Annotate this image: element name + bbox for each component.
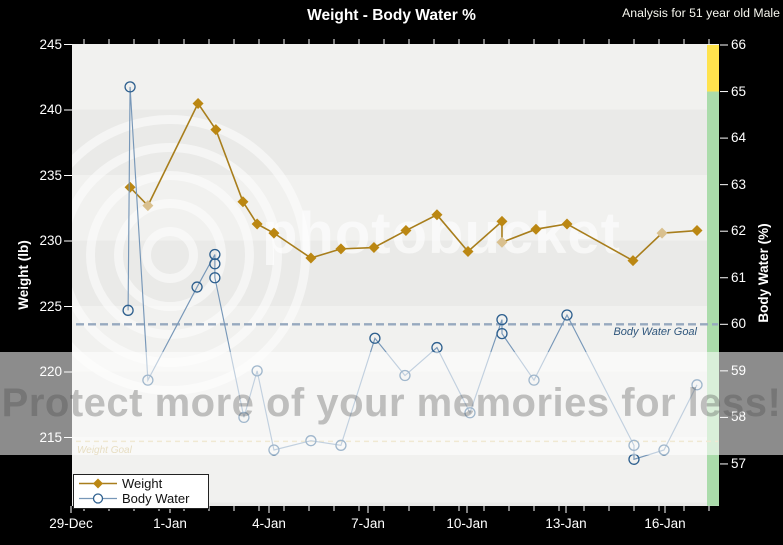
weight-data-point [656, 227, 668, 239]
right-axis-tick-label: 61 [731, 269, 747, 285]
x-axis-tick-label: 4-Jan [252, 516, 286, 531]
legend-weight-label: Weight [122, 475, 163, 491]
body-water-data-point [496, 313, 508, 326]
weight-data-point [400, 225, 412, 237]
weight-data-point [496, 215, 508, 227]
legend: Weight Body Water [73, 474, 209, 509]
weight-data-point [210, 124, 222, 136]
weight-data-point [530, 223, 542, 235]
x-axis-tick-label: 13-Jan [545, 516, 587, 531]
target-band-yellow_band [707, 45, 719, 92]
weight-series-marker-icon [79, 478, 117, 489]
page-title: Weight - Body Water % [307, 7, 476, 24]
x-axis-tick-label: 16-Jan [644, 516, 686, 531]
weight-data-point [268, 227, 280, 239]
watermark-banner-text: Protect more of your memories for less! [1, 381, 782, 425]
weight-data-point [561, 218, 573, 230]
weight-data-point [627, 255, 639, 267]
weight-data-point [237, 196, 249, 208]
body-water-data-point [209, 248, 221, 261]
right-axis-tick-label: 60 [731, 316, 747, 332]
weight-series-line [129, 101, 698, 262]
x-axis-tick-label: 7-Jan [351, 516, 385, 531]
weight-data-point [305, 252, 317, 264]
x-axis-tick-label: 29-Dec [49, 516, 93, 531]
left-axis-tick-label: 245 [39, 36, 62, 52]
body-water-data-point [209, 258, 221, 270]
weight-data-point [462, 245, 474, 257]
body-water-data-point [369, 332, 381, 344]
body-water-data-point [122, 304, 134, 316]
right-axis-tick-label: 66 [731, 37, 747, 52]
left-axis-tick-label: 240 [39, 102, 62, 117]
legend-item-weight: Weight [74, 476, 208, 491]
weight-data-point [335, 243, 347, 255]
body-water-data-point [496, 327, 508, 340]
weight-data-point [124, 181, 136, 193]
right-axis-tick-label: 63 [731, 176, 747, 192]
weight-data-point [368, 242, 380, 254]
watermark-banner: Protect more of your memories for less! [0, 352, 783, 455]
legend-item-body-water: Body Water [74, 491, 208, 506]
right-axis-tick-label: 64 [731, 130, 747, 146]
left-axis-tick-label: 235 [39, 167, 62, 183]
weight-data-point [691, 225, 703, 237]
left-axis-title: Weight (lb) [16, 240, 31, 310]
right-axis-tick-label: 65 [731, 83, 747, 99]
body-water-data-point [209, 272, 221, 284]
weight-data-point [496, 236, 508, 248]
weight-data-point [251, 218, 263, 230]
body-water-data-point [561, 309, 573, 321]
x-axis-tick-label: 1-Jan [153, 516, 187, 531]
body-water-series-marker-icon [79, 493, 117, 504]
weight-data-point [142, 200, 154, 212]
right-axis-tick-label: 62 [731, 223, 747, 239]
weight-data-point [192, 97, 204, 109]
right-axis-tick-label: 57 [731, 455, 747, 471]
weight-data-point [431, 209, 443, 221]
body-water-data-point [191, 281, 203, 293]
left-axis-tick-label: 225 [39, 298, 62, 314]
left-axis-tick-label: 230 [39, 233, 62, 248]
body-water-data-point [124, 81, 136, 93]
body-water-goal-label: Body Water Goal [613, 326, 697, 338]
x-axis-tick-label: 10-Jan [446, 516, 488, 531]
analysis-subtitle: Analysis for 51 year old Male [622, 6, 780, 20]
legend-body-water-label: Body Water [122, 490, 190, 506]
